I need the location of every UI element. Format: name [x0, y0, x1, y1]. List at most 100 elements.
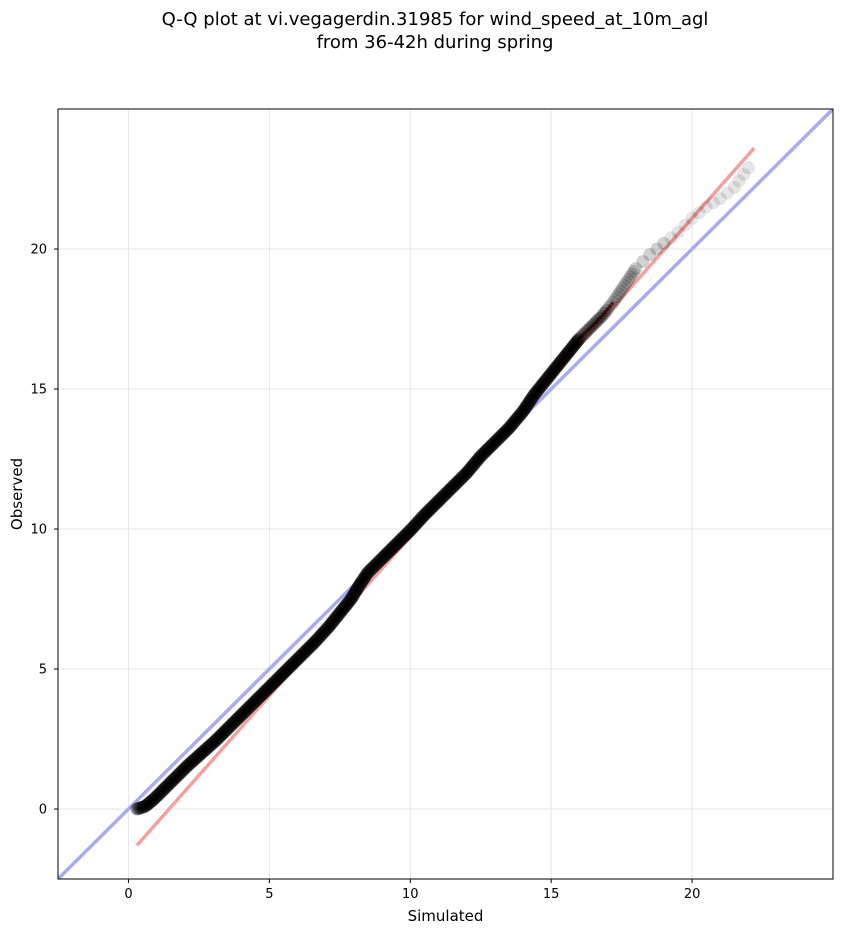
- qq-point: [741, 161, 755, 175]
- qq-point: [462, 463, 476, 477]
- qq-point: [371, 555, 385, 569]
- qq-point: [155, 784, 169, 798]
- qq-point: [514, 407, 528, 421]
- qq-point: [699, 200, 713, 214]
- qq-point: [562, 345, 576, 359]
- qq-point: [461, 464, 475, 478]
- qq-point: [436, 490, 450, 504]
- qq-point: [438, 488, 452, 502]
- qq-point: [434, 491, 448, 505]
- qq-point: [233, 710, 247, 724]
- qq-point: [203, 738, 217, 752]
- qq-point: [399, 528, 413, 542]
- qq-point: [372, 554, 386, 568]
- qq-point: [261, 682, 275, 696]
- qq-point: [544, 367, 558, 381]
- qq-point: [466, 458, 480, 472]
- qq-point: [636, 255, 650, 269]
- qq-point: [260, 683, 274, 697]
- quantile-curve-segment: [358, 571, 370, 586]
- qq-point: [276, 667, 290, 681]
- qq-point: [309, 633, 323, 647]
- qq-point: [349, 584, 363, 598]
- qq-point: [247, 696, 261, 710]
- qq-point: [623, 270, 637, 284]
- qq-point: [175, 764, 189, 778]
- qq-point: [219, 724, 233, 738]
- quantile-curve-segment: [566, 337, 581, 354]
- qq-point: [401, 526, 415, 540]
- qq-point: [566, 340, 580, 354]
- qq-point: [305, 638, 319, 652]
- qq-point: [530, 385, 544, 399]
- qq-point: [188, 752, 202, 766]
- qq-point: [211, 731, 225, 745]
- qq-point: [241, 701, 255, 715]
- qq-point: [222, 720, 236, 734]
- qq-point: [345, 591, 359, 605]
- qq-point: [149, 790, 163, 804]
- qq-point: [382, 544, 396, 558]
- qq-point: [515, 405, 529, 419]
- qq-point: [204, 738, 218, 752]
- qq-point: [329, 611, 343, 625]
- qq-point: [248, 694, 262, 708]
- qq-point: [169, 770, 183, 784]
- qq-point: [214, 728, 228, 742]
- qq-point: [306, 637, 320, 651]
- qq-point: [619, 276, 633, 290]
- qq-point: [471, 452, 485, 466]
- qq-point: [186, 754, 200, 768]
- qq-point: [359, 569, 373, 583]
- qq-point: [521, 397, 535, 411]
- qq-point: [541, 371, 555, 385]
- qq-point: [136, 800, 150, 814]
- qq-point: [228, 714, 242, 728]
- qq-point: [441, 484, 455, 498]
- qq-point: [210, 733, 224, 747]
- qq-point: [375, 551, 389, 565]
- qq-point: [360, 566, 374, 580]
- qq-point: [358, 570, 372, 584]
- quantile-curve-segment: [544, 365, 558, 382]
- qq-point: [569, 336, 583, 350]
- qq-point: [311, 632, 325, 646]
- qq-point: [527, 388, 541, 402]
- qq-point: [213, 729, 227, 743]
- qq-point: [402, 525, 416, 539]
- qq-point: [295, 648, 309, 662]
- qq-point: [508, 414, 522, 428]
- qq-point: [289, 654, 303, 668]
- qq-point: [555, 353, 569, 367]
- qq-point: [470, 454, 484, 468]
- qq-point: [568, 338, 582, 352]
- qq-point: [298, 645, 312, 659]
- qq-point: [223, 719, 237, 733]
- qq-point: [520, 399, 534, 413]
- qq-point: [196, 745, 210, 759]
- qq-point: [181, 759, 195, 773]
- qq-point: [333, 606, 347, 620]
- y-axis-label: Observed: [8, 458, 26, 530]
- qq-point: [517, 403, 531, 417]
- qq-point: [331, 608, 345, 622]
- qq-point: [404, 522, 418, 536]
- qq-point: [565, 341, 579, 355]
- qq-point: [304, 639, 318, 653]
- qq-point: [131, 802, 145, 816]
- qq-point: [282, 661, 296, 675]
- qq-point: [448, 477, 462, 491]
- qq-point: [398, 529, 412, 543]
- qq-point: [365, 562, 379, 576]
- quantile-curve-segment: [366, 565, 375, 574]
- quantile-curve-segment: [600, 301, 615, 318]
- qq-point: [412, 514, 426, 528]
- qq-point: [326, 615, 340, 629]
- qq-point: [439, 487, 452, 501]
- qq-point: [511, 410, 525, 424]
- qq-point: [332, 607, 346, 621]
- qq-point: [315, 628, 328, 642]
- qq-point: [384, 543, 398, 557]
- qq-point: [269, 674, 283, 688]
- quantile-curve-segment: [175, 764, 189, 778]
